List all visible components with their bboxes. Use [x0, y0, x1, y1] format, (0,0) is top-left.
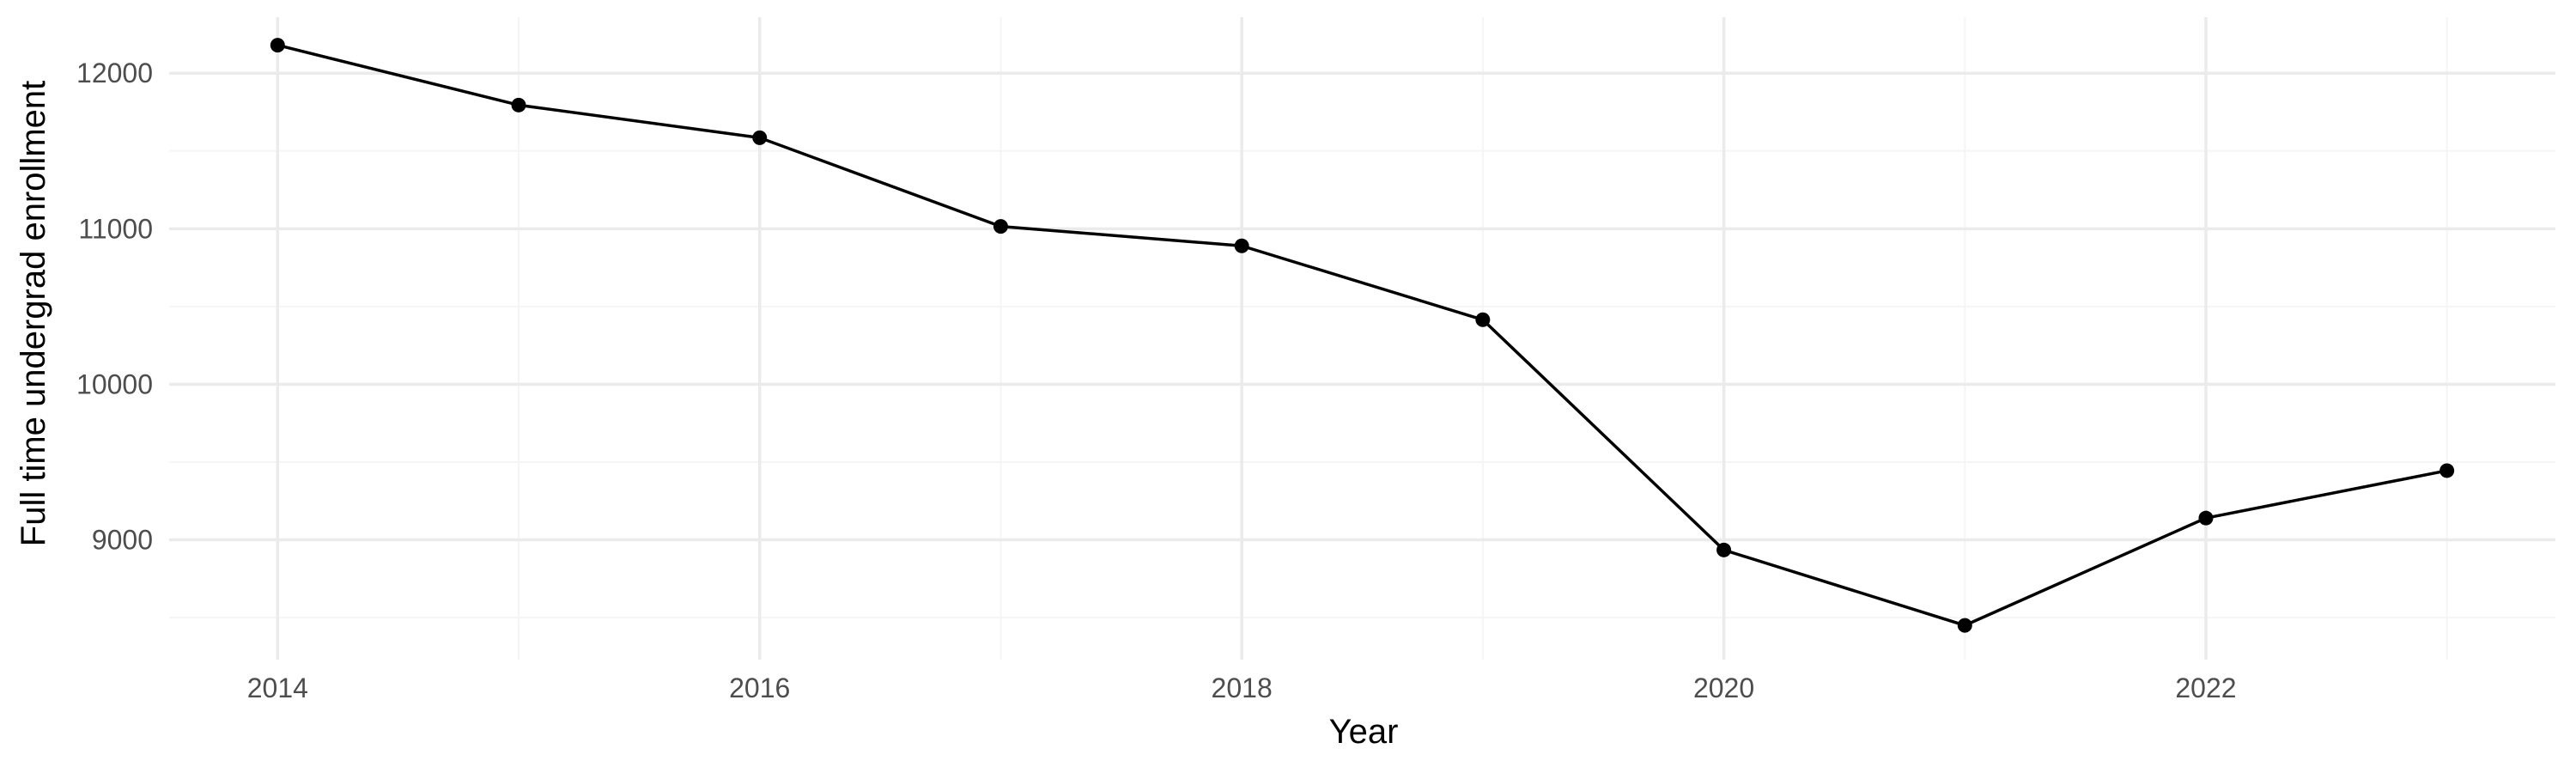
y-axis-tick-labels: 9000 10000 11000 12000	[76, 58, 153, 555]
y-axis-title: Full time undergrad enrollment	[15, 81, 52, 546]
series-line	[276, 43, 2448, 627]
series-layer	[270, 38, 2455, 633]
x-tick-label: 2022	[2175, 673, 2236, 703]
x-axis-title: Year	[1329, 713, 1399, 751]
data-point	[2439, 463, 2455, 478]
x-tick-label: 2018	[1212, 673, 1273, 703]
data-point	[1957, 618, 1972, 633]
data-point	[2198, 510, 2214, 526]
x-tick-label: 2014	[247, 673, 308, 703]
data-point	[993, 219, 1008, 234]
data-point	[1475, 312, 1491, 327]
y-tick-label: 11000	[78, 213, 153, 244]
minor-gridlines	[169, 17, 2555, 660]
y-tick-label: 12000	[76, 58, 153, 88]
data-point	[270, 38, 285, 53]
x-axis-tick-labels: 2014 2016 2018 2020 2022	[247, 673, 2237, 703]
data-point	[511, 97, 526, 113]
y-tick-label: 10000	[76, 368, 153, 399]
data-point	[752, 130, 768, 145]
major-gridlines	[169, 17, 2555, 660]
x-tick-label: 2016	[729, 673, 790, 703]
data-point	[1716, 542, 1732, 557]
y-tick-label: 9000	[92, 525, 153, 556]
x-tick-label: 2020	[1693, 673, 1754, 703]
data-point	[1234, 238, 1249, 253]
